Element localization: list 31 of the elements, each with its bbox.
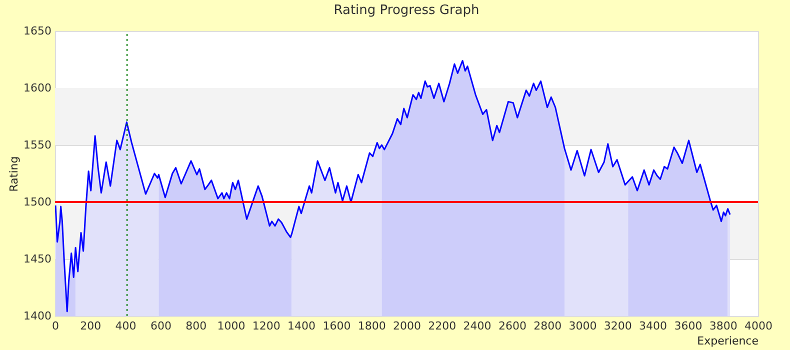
x-tick-label: 0 [52,320,59,332]
x-tick-label: 3800 [709,320,738,332]
line-series [55,60,731,312]
y-tick-label: 1550 [24,138,52,152]
y-axis-title: Rating [8,156,21,192]
x-tick-label: 1600 [322,320,351,332]
chart-title: Rating Progress Graph [334,3,480,18]
y-tick-label: 1400 [24,310,52,322]
x-tick-label: 4000 [744,320,772,332]
x-tick-label: 600 [150,320,172,332]
x-tick-label: 2800 [534,320,562,332]
x-tick-label: 1800 [358,320,386,332]
x-tick-label: 3000 [568,320,597,332]
x-tick-label: 2600 [498,320,526,332]
x-tick-label: 400 [115,320,136,332]
x-tick-label: 2400 [463,320,492,332]
x-axis-title: Experience [697,334,759,348]
y-tick-label: 1650 [24,24,52,38]
x-tick-label: 800 [186,320,207,332]
x-tick-label: 2200 [428,320,456,332]
x-tick-label: 3400 [639,320,668,332]
x-tick-label: 3600 [674,320,702,332]
x-tick-label: 1000 [217,320,246,332]
x-tick-label: 1200 [252,320,280,332]
y-tick-label: 1500 [24,196,52,208]
x-tick-label: 3200 [604,320,632,332]
y-tick-label: 1600 [24,82,52,94]
x-tick-label: 200 [80,320,102,332]
x-tick-label: 1400 [288,320,316,332]
y-tick-label: 1450 [24,252,52,266]
x-tick-label: 2000 [393,320,421,332]
